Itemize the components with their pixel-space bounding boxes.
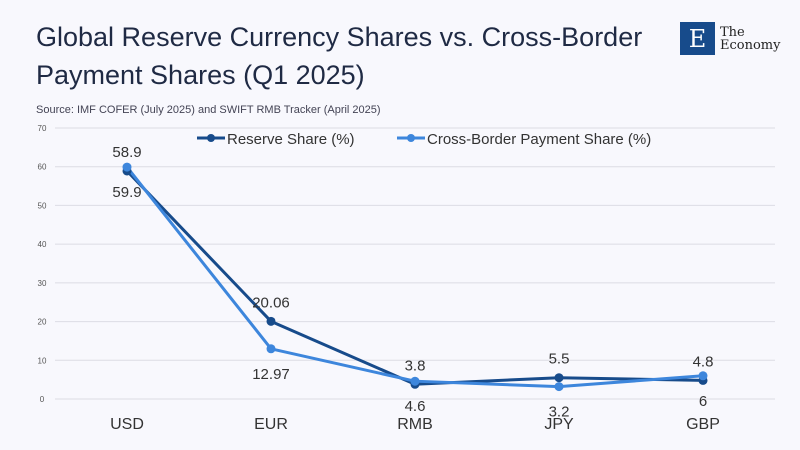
legend-label: Cross-Border Payment Share (%): [427, 131, 651, 148]
x-tick-label: EUR: [254, 416, 288, 433]
logo: E The Economy: [680, 22, 780, 55]
x-tick-label: JPY: [544, 416, 574, 433]
legend-marker: [207, 134, 215, 142]
chart-title: Global Reserve Currency Shares vs. Cross…: [36, 22, 643, 90]
data-point: [266, 344, 276, 354]
y-tick-label: 10: [38, 356, 47, 365]
data-point: [554, 373, 564, 383]
data-label: 59.9: [112, 184, 141, 201]
x-tick-label: RMB: [397, 416, 433, 433]
legend-label: Reserve Share (%): [227, 131, 355, 148]
data-label: 12.97: [252, 366, 290, 383]
y-tick-label: 0: [40, 395, 45, 404]
data-point: [266, 316, 276, 326]
x-tick-label: USD: [110, 416, 144, 433]
data-label: 6: [699, 393, 707, 410]
legend-marker: [407, 134, 415, 142]
data-point: [410, 376, 420, 386]
data-label: 4.8: [693, 353, 714, 370]
data-label: 20.06: [252, 294, 290, 311]
data-label: 5.5: [549, 351, 570, 368]
data-label: 3.8: [405, 357, 426, 374]
y-tick-label: 60: [38, 163, 47, 172]
y-tick-label: 30: [38, 279, 47, 288]
x-tick-label: GBP: [686, 416, 720, 433]
y-tick-label: 20: [38, 318, 47, 327]
data-point: [122, 162, 132, 172]
y-tick-label: 50: [38, 201, 47, 210]
chart-source: Source: IMF COFER (July 2025) and SWIFT …: [36, 104, 381, 116]
data-point: [698, 371, 708, 381]
data-label: 4.6: [405, 398, 426, 415]
data-label: 3.2: [549, 404, 570, 421]
logo-mark: E: [680, 22, 715, 55]
series-line: [125, 166, 704, 389]
y-tick-label: 40: [38, 240, 47, 249]
logo-text: The Economy: [720, 24, 781, 53]
data-label: 58.9: [112, 144, 141, 161]
y-tick-label: 70: [38, 124, 47, 133]
data-point: [554, 382, 564, 392]
